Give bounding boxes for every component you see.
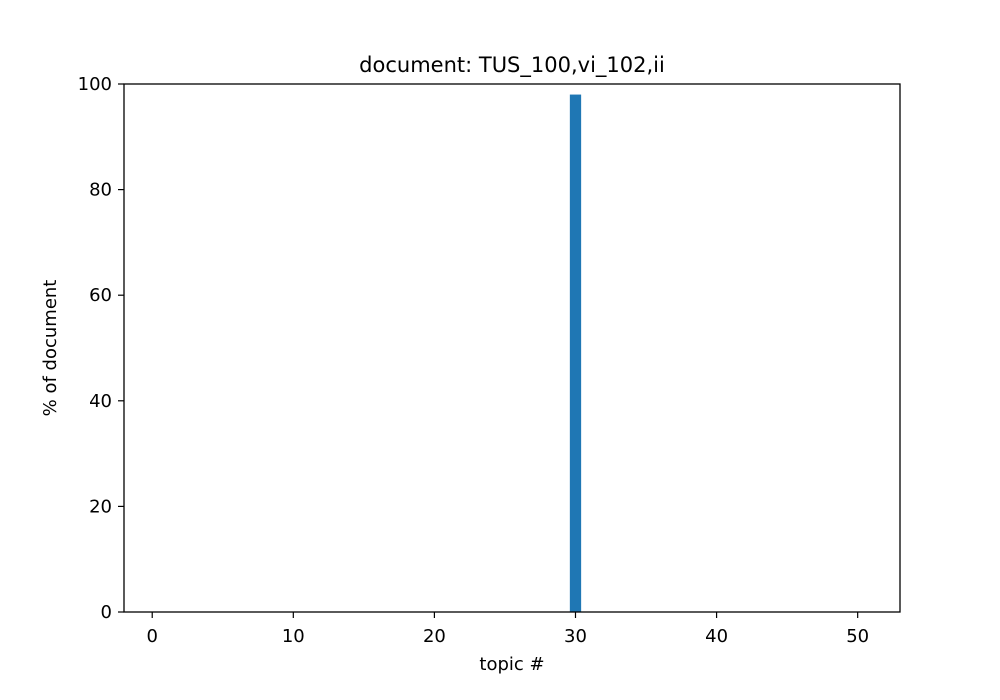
x-tick-label: 30	[564, 626, 587, 647]
x-axis-label: topic #	[479, 654, 544, 675]
bar-topic-30	[569, 94, 582, 612]
y-tick-label: 60	[89, 285, 112, 306]
x-tick-label: 50	[846, 626, 869, 647]
y-tick-label: 100	[78, 74, 112, 95]
x-axis-ticks: 0 10 20 30 40 50	[146, 612, 869, 647]
x-tick-label: 0	[146, 626, 157, 647]
y-axis-label: % of document	[40, 280, 61, 417]
x-tick-label: 10	[282, 626, 305, 647]
y-tick-label: 40	[89, 391, 112, 412]
x-tick-label: 40	[705, 626, 728, 647]
x-tick-label: 20	[423, 626, 446, 647]
y-tick-label: 80	[89, 180, 112, 201]
y-axis-ticks: 0 20 40 60 80 100	[78, 74, 124, 623]
y-tick-label: 0	[101, 602, 112, 623]
chart-title: document: TUS_100,vi_102,ii	[359, 53, 665, 78]
y-tick-label: 20	[89, 496, 112, 517]
plot-frame	[123, 83, 901, 613]
bars-group	[569, 94, 582, 612]
